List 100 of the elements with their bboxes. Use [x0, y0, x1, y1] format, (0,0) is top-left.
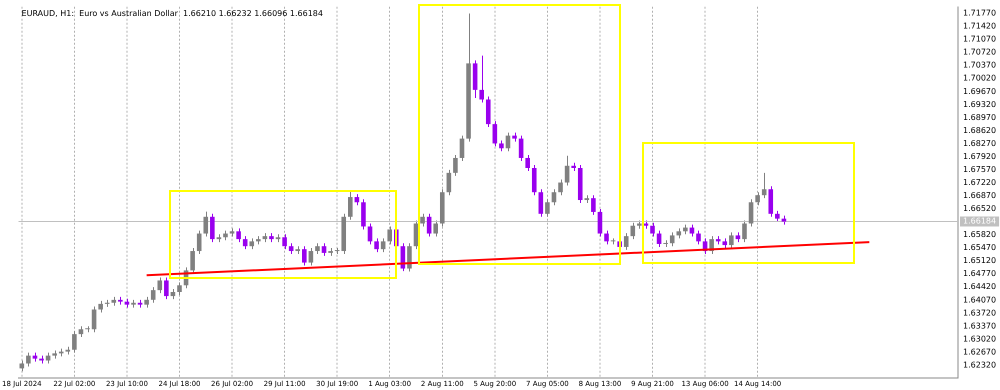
ref-line-label: 1.66184	[963, 216, 996, 226]
candlestick	[433, 220, 438, 238]
candlestick	[407, 242, 412, 272]
candlestick	[354, 194, 360, 206]
candlestick	[144, 296, 149, 308]
candlestick	[98, 300, 103, 313]
y-tick-label: 1.69320	[963, 100, 996, 109]
candlestick	[170, 288, 176, 300]
y-tick-label: 1.64070	[963, 295, 996, 304]
candlestick	[670, 232, 675, 247]
candlestick	[624, 232, 629, 250]
candlestick	[598, 208, 602, 238]
candlestick	[446, 169, 452, 196]
candlestick	[150, 286, 156, 304]
candlestick	[348, 190, 353, 220]
candlestick	[177, 282, 182, 296]
candlestick	[604, 230, 609, 245]
candlestick	[380, 238, 386, 253]
candlestick	[288, 242, 294, 255]
candlestick	[368, 222, 372, 245]
candlestick	[460, 135, 464, 162]
candlestick	[78, 326, 84, 338]
y-tick-label: 1.66520	[963, 204, 996, 214]
candlestick	[164, 276, 169, 300]
y-tick-label: 1.63720	[963, 308, 996, 318]
candlestick	[400, 242, 406, 272]
y-tick-label: 1.68970	[963, 112, 996, 122]
y-tick-label: 1.62320	[963, 360, 996, 370]
candlestick	[387, 226, 392, 245]
candlestick	[492, 120, 498, 147]
y-tick-label: 1.67920	[963, 152, 996, 161]
chart-title: EURAUD, H1: Euro vs Australian Dollar 1.66210 1.66232 1.66096 1.66184	[22, 8, 323, 18]
y-tick-label: 1.71070	[963, 34, 996, 44]
y-tick-label: 1.71770	[963, 8, 996, 18]
candlestick	[506, 132, 510, 152]
candlestick	[92, 306, 96, 333]
y-tick-label: 1.65470	[963, 243, 996, 252]
y-tick-label: 1.67570	[963, 164, 996, 174]
candlestick	[552, 188, 556, 206]
y-tick-label: 1.63020	[963, 334, 996, 344]
candlestick	[302, 246, 307, 266]
candlestick	[545, 198, 550, 218]
candlestick	[762, 172, 766, 199]
candlestick	[322, 242, 326, 256]
candlestick	[374, 238, 379, 253]
candlestick	[499, 140, 504, 152]
y-tick-label: 1.63370	[963, 321, 996, 330]
y-tick-label: 1.65820	[963, 230, 996, 240]
y-tick-label: 1.68270	[963, 138, 996, 148]
candlestick	[564, 155, 570, 186]
candlestick	[656, 230, 662, 248]
candlestick	[558, 179, 563, 196]
candlestick	[190, 248, 195, 274]
y-tick-label: 1.70020	[963, 74, 996, 83]
candlestick	[755, 192, 760, 206]
candlestick	[242, 236, 248, 250]
y-tick-label: 1.67220	[963, 178, 996, 187]
y-tick-label: 1.64770	[963, 269, 996, 278]
candlestick	[775, 210, 780, 222]
candlestick	[315, 242, 320, 255]
candlestick	[20, 360, 24, 372]
candlestick	[736, 232, 740, 243]
candlestick	[426, 213, 432, 238]
y-tick-label: 1.68620	[963, 126, 996, 135]
candlestick	[196, 230, 202, 255]
candlestick	[72, 330, 77, 354]
y-tick-label: 1.66870	[963, 191, 996, 200]
y-tick-label: 1.62670	[963, 347, 996, 356]
candlestick	[676, 228, 682, 239]
candlestick	[479, 55, 484, 103]
candlestick	[630, 222, 636, 240]
candlestick	[223, 230, 228, 241]
candlestick	[690, 224, 694, 238]
candlestick	[683, 224, 688, 235]
candlestick	[742, 220, 747, 243]
y-tick-label: 1.64420	[963, 282, 996, 292]
candlestick	[650, 222, 655, 238]
candlestick	[591, 194, 596, 216]
candlestick	[729, 232, 734, 249]
y-tick-label: 1.70370	[963, 60, 996, 70]
candlestick	[722, 238, 728, 249]
candlestick	[518, 135, 524, 162]
candlestick	[538, 188, 544, 218]
candlestick	[308, 248, 314, 266]
candlestick	[696, 230, 701, 245]
candlestick	[236, 228, 241, 243]
candlestick	[249, 238, 254, 250]
candlestick	[46, 352, 50, 364]
candlestick	[420, 213, 425, 227]
candlestick	[157, 276, 162, 294]
y-tick-label: 1.71420	[963, 22, 996, 31]
candlestick	[525, 154, 530, 172]
candlestick	[203, 211, 208, 238]
y-tick-label: 1.69670	[963, 86, 996, 96]
y-tick-label: 1.65120	[963, 256, 996, 266]
candlestick	[282, 234, 287, 250]
candlestick	[748, 198, 754, 227]
candlestick	[453, 154, 458, 176]
candlestick	[210, 213, 215, 243]
candlestick	[26, 352, 31, 367]
